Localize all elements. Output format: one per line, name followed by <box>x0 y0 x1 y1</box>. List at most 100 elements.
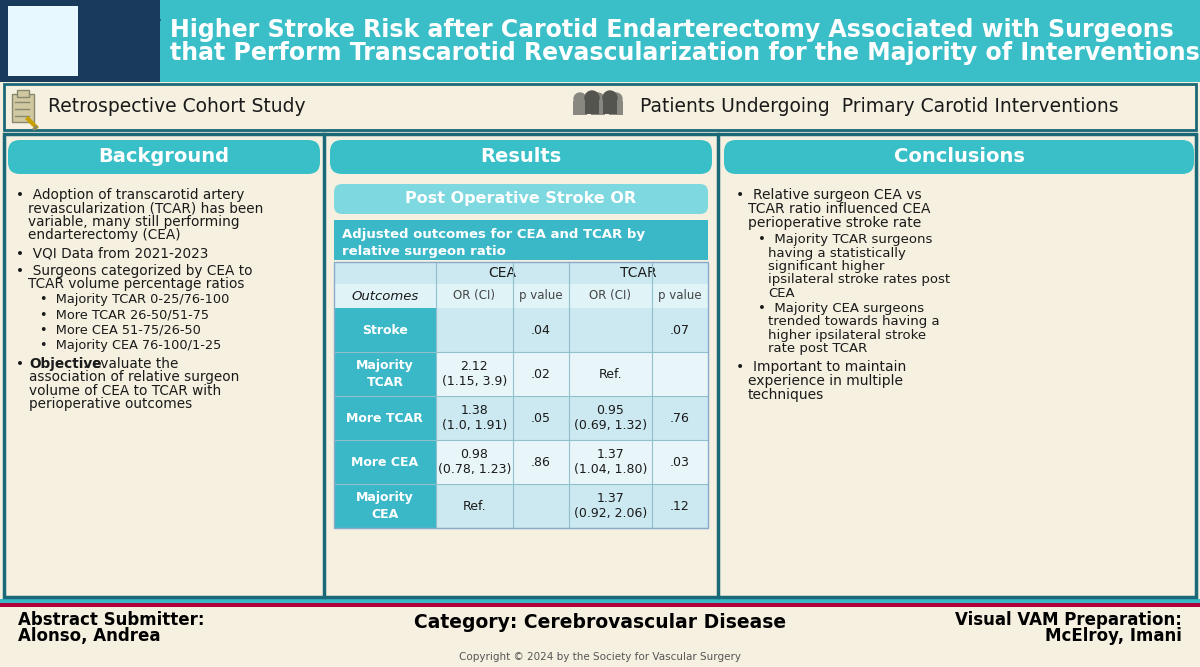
Text: CEA: CEA <box>768 287 794 299</box>
Text: Adjusted outcomes for CEA and TCAR by
relative surgeon ratio: Adjusted outcomes for CEA and TCAR by re… <box>342 228 646 257</box>
FancyBboxPatch shape <box>334 308 436 352</box>
Text: experience in multiple: experience in multiple <box>748 374 904 388</box>
Text: rate post TCAR: rate post TCAR <box>768 342 868 355</box>
Text: significant higher: significant higher <box>768 260 884 273</box>
FancyBboxPatch shape <box>0 599 1200 603</box>
FancyBboxPatch shape <box>330 140 712 174</box>
Text: .07: .07 <box>670 323 690 336</box>
Text: volume of CEA to TCAR with: volume of CEA to TCAR with <box>29 384 221 398</box>
Text: More CEA: More CEA <box>352 456 419 468</box>
Bar <box>4 84 1196 130</box>
Text: Annual: Annual <box>102 30 151 43</box>
Text: Conclusions: Conclusions <box>894 147 1025 167</box>
Text: : evaluate the: : evaluate the <box>83 357 179 371</box>
FancyBboxPatch shape <box>574 101 587 115</box>
Text: 2: 2 <box>82 14 90 24</box>
Text: Patients Undergoing  Primary Carotid Interventions: Patients Undergoing Primary Carotid Inte… <box>640 97 1118 117</box>
Text: 2: 2 <box>82 42 90 52</box>
Bar <box>4 134 1196 597</box>
Text: More TCAR: More TCAR <box>347 412 424 424</box>
FancyBboxPatch shape <box>334 220 708 260</box>
FancyBboxPatch shape <box>334 184 708 214</box>
FancyBboxPatch shape <box>0 132 1200 599</box>
Text: Retrospective Cohort Study: Retrospective Cohort Study <box>48 97 306 117</box>
Text: •  More CEA 51-75/26-50: • More CEA 51-75/26-50 <box>40 323 200 337</box>
Text: techniques: techniques <box>748 388 824 402</box>
Text: Majority
TCAR: Majority TCAR <box>356 360 414 388</box>
Text: having a statistically: having a statistically <box>768 247 906 260</box>
Text: trended towards having a: trended towards having a <box>768 315 940 328</box>
Text: .03: .03 <box>670 456 690 468</box>
Text: variable, many still performing: variable, many still performing <box>28 215 240 229</box>
FancyBboxPatch shape <box>12 94 34 122</box>
Circle shape <box>574 93 586 105</box>
FancyBboxPatch shape <box>334 396 708 440</box>
FancyBboxPatch shape <box>334 484 708 528</box>
Text: Ref.: Ref. <box>599 368 622 380</box>
Circle shape <box>604 91 617 105</box>
FancyBboxPatch shape <box>334 440 436 484</box>
FancyBboxPatch shape <box>610 101 623 115</box>
Text: perioperative stroke rate: perioperative stroke rate <box>748 216 922 230</box>
FancyBboxPatch shape <box>8 140 320 174</box>
Text: higher ipsilateral stroke: higher ipsilateral stroke <box>768 329 926 342</box>
FancyBboxPatch shape <box>334 308 708 352</box>
Text: TCAR volume percentage ratios: TCAR volume percentage ratios <box>28 277 245 291</box>
FancyBboxPatch shape <box>8 6 78 76</box>
Text: •: • <box>16 357 32 371</box>
FancyBboxPatch shape <box>0 0 1200 82</box>
FancyBboxPatch shape <box>334 352 436 396</box>
Text: Copyright © 2024 by the Society for Vascular Surgery: Copyright © 2024 by the Society for Vasc… <box>458 652 742 662</box>
Text: 1.37
(1.04, 1.80): 1.37 (1.04, 1.80) <box>574 448 647 476</box>
Text: •  Majority CEA 76-100/1-25: • Majority CEA 76-100/1-25 <box>40 340 221 352</box>
Text: Category: Cerebrovascular Disease: Category: Cerebrovascular Disease <box>414 613 786 632</box>
Text: Outcomes: Outcomes <box>352 289 419 303</box>
Text: •  Majority TCAR surgeons: • Majority TCAR surgeons <box>758 233 932 247</box>
Text: revascularization (TCAR) has been: revascularization (TCAR) has been <box>28 201 263 215</box>
Text: 1.37
(0.92, 2.06): 1.37 (0.92, 2.06) <box>574 492 647 520</box>
FancyBboxPatch shape <box>0 599 1200 667</box>
Text: Higher Stroke Risk after Carotid Endarterectomy Associated with Surgeons: Higher Stroke Risk after Carotid Endarte… <box>170 18 1174 42</box>
Text: p value: p value <box>658 289 702 303</box>
Text: .02: .02 <box>530 368 551 380</box>
FancyBboxPatch shape <box>586 101 599 114</box>
FancyBboxPatch shape <box>0 82 1200 132</box>
Text: 0: 0 <box>82 28 90 38</box>
Text: endarterectomy (CEA): endarterectomy (CEA) <box>28 229 181 243</box>
Text: CEA: CEA <box>488 266 516 280</box>
Text: .12: .12 <box>670 500 690 512</box>
Text: association of relative surgeon: association of relative surgeon <box>29 370 239 384</box>
Text: 0.95
(0.69, 1.32): 0.95 (0.69, 1.32) <box>574 404 647 432</box>
Text: Background: Background <box>98 147 229 167</box>
Text: Post Operative Stroke OR: Post Operative Stroke OR <box>406 191 636 207</box>
Circle shape <box>586 91 599 105</box>
FancyBboxPatch shape <box>17 90 29 97</box>
Text: Stroke: Stroke <box>362 323 408 336</box>
Text: OR (CI): OR (CI) <box>454 289 496 303</box>
Text: Ref.: Ref. <box>462 500 486 512</box>
Text: p value: p value <box>518 289 563 303</box>
FancyBboxPatch shape <box>604 101 617 114</box>
Text: 1.38
(1.0, 1.91): 1.38 (1.0, 1.91) <box>442 404 506 432</box>
Text: .05: .05 <box>530 412 551 424</box>
Text: TCAR: TCAR <box>620 266 656 280</box>
Text: 2.12
(1.15, 3.9): 2.12 (1.15, 3.9) <box>442 360 506 388</box>
FancyBboxPatch shape <box>334 396 436 440</box>
Text: Majority
CEA: Majority CEA <box>356 492 414 520</box>
Text: 0.98
(0.78, 1.23): 0.98 (0.78, 1.23) <box>438 448 511 476</box>
FancyBboxPatch shape <box>724 140 1194 174</box>
Text: perioperative outcomes: perioperative outcomes <box>29 398 192 412</box>
FancyBboxPatch shape <box>0 603 1200 607</box>
Text: .04: .04 <box>530 323 551 336</box>
Text: Vascular: Vascular <box>102 16 162 29</box>
Text: that Perform Transcarotid Revascularization for the Majority of Interventions: that Perform Transcarotid Revascularizat… <box>170 41 1200 65</box>
Text: •  Majority CEA surgeons: • Majority CEA surgeons <box>758 302 924 315</box>
Text: •  Majority TCAR 0-25/76-100: • Majority TCAR 0-25/76-100 <box>40 293 229 305</box>
Text: .76: .76 <box>670 412 690 424</box>
FancyBboxPatch shape <box>592 101 605 115</box>
Text: OR (CI): OR (CI) <box>589 289 631 303</box>
Text: •  Surgeons categorized by CEA to: • Surgeons categorized by CEA to <box>16 263 252 277</box>
Circle shape <box>592 93 604 105</box>
Text: •  Adoption of transcarotid artery: • Adoption of transcarotid artery <box>16 188 245 202</box>
Text: ipsilateral stroke rates post: ipsilateral stroke rates post <box>768 273 950 286</box>
